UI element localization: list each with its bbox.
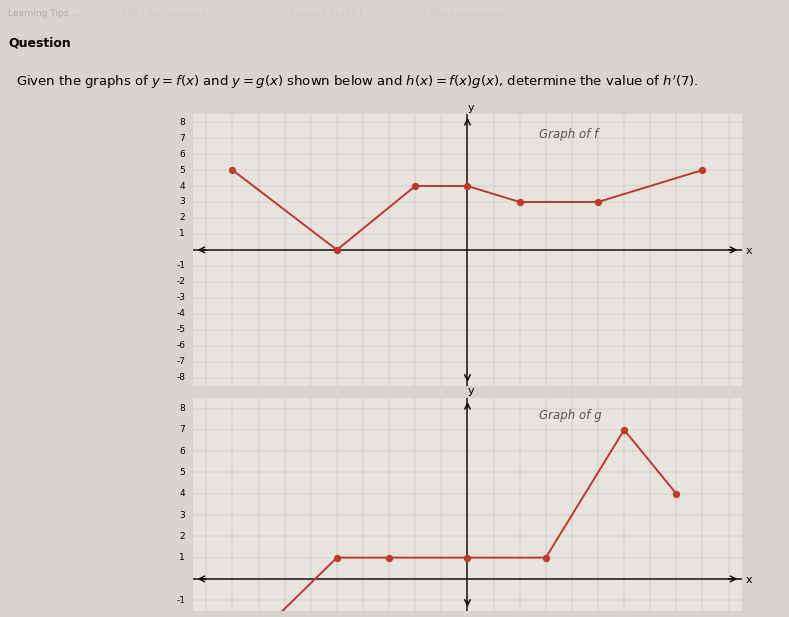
Text: 2: 2 [517,434,522,444]
Text: y: y [468,102,475,112]
Point [331,245,343,255]
Text: 1: 1 [179,230,185,238]
Text: -5: -5 [176,325,185,334]
Point [409,181,421,191]
Text: 2: 2 [179,213,185,223]
Point [514,197,526,207]
Text: 6: 6 [179,447,185,456]
Text: 7: 7 [179,425,185,434]
Text: 6: 6 [621,434,627,444]
Text: □ Trading ( Study ): □ Trading ( Study ) [276,9,362,19]
Text: Question: Question [8,36,71,50]
Text: -4: -4 [358,434,368,444]
Text: 8: 8 [179,404,185,413]
Point [618,425,630,435]
Point [383,553,395,563]
Text: -1: -1 [176,262,185,270]
Text: -8: -8 [176,373,185,382]
Text: -3: -3 [385,434,394,444]
Text: -2: -2 [411,434,420,444]
Text: Graph of g: Graph of g [539,408,601,421]
Text: -6: -6 [176,341,185,350]
Text: -7: -7 [280,434,290,444]
Text: 5: 5 [595,434,601,444]
Point [461,553,473,563]
Text: 7: 7 [179,134,185,143]
Text: -8: -8 [254,434,263,444]
Text: 4: 4 [179,489,185,499]
Point [331,553,343,563]
Text: 6: 6 [179,149,185,159]
Text: x: x [746,575,752,585]
Point [461,181,473,191]
Text: y: y [468,386,475,396]
Text: -1: -1 [176,595,185,605]
Text: Given the graphs of $y = f(x)$ and $y = g(x)$ shown below and $h(x) = f(x)g(x)$,: Given the graphs of $y = f(x)$ and $y = … [16,74,698,91]
Text: -10: -10 [199,434,214,444]
Text: 4: 4 [179,181,185,191]
Text: x: x [746,246,752,255]
Text: □ Miscellaneous(s): □ Miscellaneous(s) [418,9,505,19]
Point [696,165,709,175]
Text: 10: 10 [723,434,735,444]
Text: -1: -1 [437,434,446,444]
Text: -5: -5 [332,434,342,444]
Text: 5: 5 [179,468,185,477]
Text: -4: -4 [176,309,185,318]
Text: 3: 3 [179,197,185,207]
Point [540,553,552,563]
Text: 3: 3 [543,434,548,444]
Text: 4: 4 [569,434,574,444]
Text: 8: 8 [179,118,185,126]
Text: □ R34 ( Car studying ): □ R34 ( Car studying ) [110,9,213,19]
Text: 5: 5 [179,165,185,175]
Text: 3: 3 [179,510,185,520]
Text: Graph of f: Graph of f [539,128,598,141]
Text: -3: -3 [176,293,185,302]
Point [226,165,239,175]
Text: 9: 9 [700,434,705,444]
Text: 1: 1 [179,553,185,562]
Text: -7: -7 [176,357,185,366]
Point [592,197,604,207]
Text: 1: 1 [491,434,496,444]
Text: -6: -6 [306,434,316,444]
Text: -2: -2 [176,277,185,286]
Text: 2: 2 [179,532,185,541]
Point [670,489,682,499]
Text: -9: -9 [228,434,237,444]
Text: Learning Tips...: Learning Tips... [8,9,77,19]
Text: 7: 7 [648,434,653,444]
Text: 8: 8 [674,434,679,444]
